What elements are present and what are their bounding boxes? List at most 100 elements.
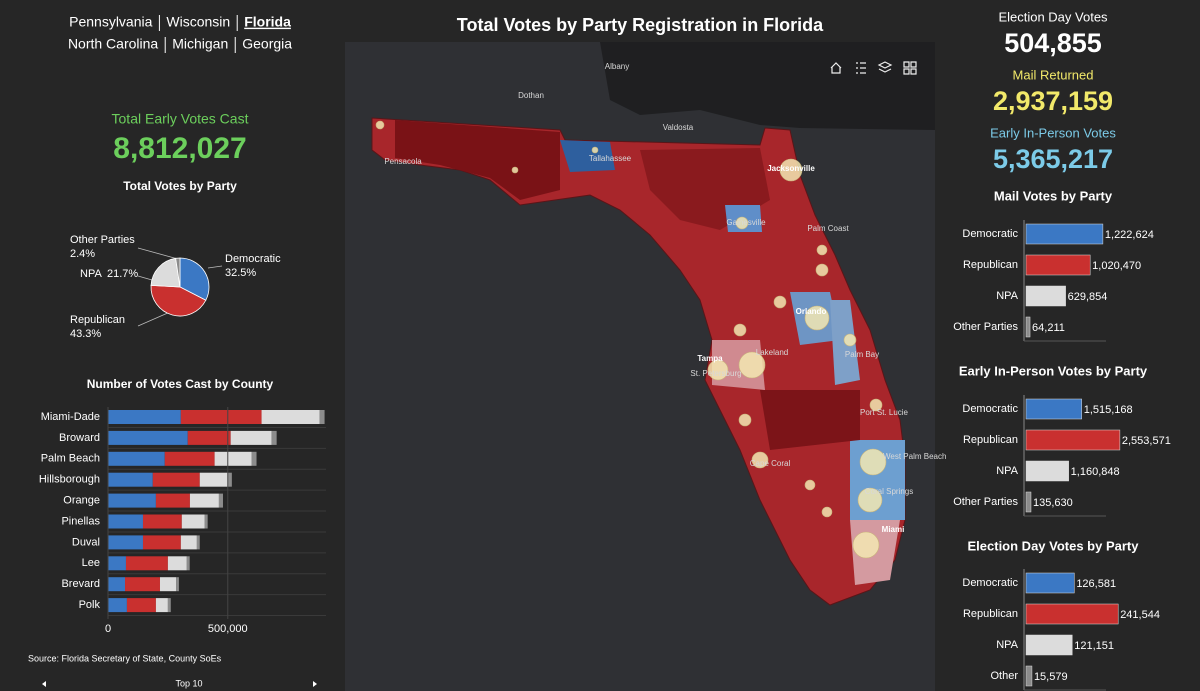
chart-title: Number of Votes Cast by County: [87, 377, 274, 391]
y-tick-label: NPA: [996, 290, 1018, 302]
pie-leaders: [137, 247, 223, 327]
map-place: Cape Coral: [750, 459, 791, 468]
y-tick-label: Brevard: [61, 578, 100, 590]
bar-segment: [108, 410, 181, 424]
pie-slice: [150, 257, 181, 288]
leader-line: [207, 265, 223, 269]
legend-button[interactable]: [856, 62, 866, 74]
map-place: Lakeland: [756, 348, 788, 357]
bar: [1025, 223, 1104, 245]
nav-link[interactable]: Wisconsin: [166, 14, 230, 30]
bar-segment: [204, 514, 208, 529]
kpi-value: 8,812,027: [113, 132, 246, 165]
bar-segment: [125, 556, 168, 571]
bar-segment: [227, 472, 232, 487]
bar-segment: [189, 493, 219, 508]
symbol: [859, 448, 887, 476]
map-title: Total Votes by Party Registration in Flo…: [457, 15, 824, 35]
map-place: Pensacola: [384, 157, 422, 166]
map-place: Port St. Lucie: [860, 408, 909, 417]
bar: [1025, 491, 1032, 513]
symbol: [843, 333, 857, 347]
symbol: [738, 351, 766, 379]
symbols: [375, 120, 887, 559]
map-place: Miami: [882, 525, 905, 534]
qr-button[interactable]: [903, 61, 917, 75]
bar-segment: [152, 472, 200, 487]
bar-segment: [180, 535, 197, 550]
bar-segment: [155, 493, 190, 508]
bar-segment: [142, 535, 181, 550]
nav-link[interactable]: Florida: [244, 14, 291, 30]
y-tick-label: Lee: [82, 557, 100, 569]
value-label: 126,581: [1076, 578, 1116, 590]
value-label: 135,630: [1033, 497, 1073, 509]
kpi-label: Early In-Person Votes: [990, 125, 1116, 140]
y-tick-label: Democratic: [962, 577, 1018, 589]
y-tick-label: Democratic: [962, 228, 1018, 240]
pager-label: Top 10: [175, 678, 202, 688]
map-place: Jacksonville: [767, 164, 815, 173]
bar-segment: [196, 535, 200, 550]
symbol: [857, 487, 883, 513]
leader-line: [137, 311, 171, 327]
value-label: 629,854: [1068, 291, 1108, 303]
map-place: West Palm Beach: [883, 452, 946, 461]
prev-button[interactable]: [42, 681, 46, 687]
home-button[interactable]: [830, 62, 842, 74]
y-tick-label: Other Parties: [953, 321, 1018, 333]
y-tick-label: Republican: [963, 434, 1018, 446]
chart-title: Total Votes by Party: [123, 179, 237, 193]
value-label: 241,544: [1120, 609, 1160, 621]
map-toolbar: [830, 61, 917, 75]
layers-button[interactable]: [877, 61, 893, 73]
symbol: [821, 506, 833, 518]
pie-value-label: 21.7%: [107, 268, 138, 280]
symbol: [804, 305, 830, 331]
map-place: Coral Springs: [865, 487, 913, 496]
bar: [1025, 285, 1066, 307]
x-tick-label: 500,000: [208, 623, 248, 635]
bar-segment: [187, 430, 231, 445]
chart-title: Election Day Votes by Party: [968, 538, 1140, 553]
map-place: Valdosta: [663, 123, 694, 132]
chart-title: Early In-Person Votes by Party: [959, 363, 1148, 378]
nav-link[interactable]: Georgia: [242, 36, 292, 52]
map-place: Tampa: [697, 354, 723, 363]
nav-link[interactable]: Michigan: [172, 36, 228, 52]
bar-segment: [108, 598, 127, 613]
pie-label: Republican: [70, 314, 125, 326]
source-note: Source: Florida Secretary of State, Coun…: [28, 653, 222, 663]
pie-slice: [175, 257, 181, 288]
map-place: Palm Coast: [807, 224, 849, 233]
next-button[interactable]: [313, 681, 317, 687]
bar-segment: [180, 410, 262, 424]
symbol: [511, 166, 519, 174]
value-label: 64,211: [1032, 322, 1065, 334]
leader-line: [137, 247, 179, 260]
pie-value-label: 2.4%: [70, 248, 95, 260]
kpi-label: Election Day Votes: [998, 9, 1108, 24]
y-tick-label: Democratic: [962, 403, 1018, 415]
bar-segment: [199, 472, 228, 487]
pie-value-label: 32.5%: [225, 267, 256, 279]
bar-segment: [108, 577, 126, 592]
value-label: 15,579: [1034, 671, 1068, 683]
symbol: [735, 216, 749, 230]
bar-segment: [167, 598, 171, 613]
value-label: 1,160,848: [1071, 466, 1120, 478]
nav-link[interactable]: Pennsylvania: [69, 14, 152, 30]
bar-segment: [155, 598, 168, 613]
bar: [1025, 429, 1121, 451]
y-tick-label: Pinellas: [61, 515, 100, 527]
y-tick-label: Orange: [63, 495, 100, 507]
florida-map: [371, 117, 906, 606]
y-tick-label: Republican: [963, 608, 1018, 620]
kpi-value: 2,937,159: [993, 86, 1113, 116]
bar-segment: [108, 451, 165, 466]
symbol: [707, 359, 729, 381]
nav-link[interactable]: North Carolina: [68, 36, 158, 52]
symbol: [751, 451, 769, 469]
kpi-value: 504,855: [1004, 28, 1102, 58]
bar-segment: [261, 410, 320, 424]
